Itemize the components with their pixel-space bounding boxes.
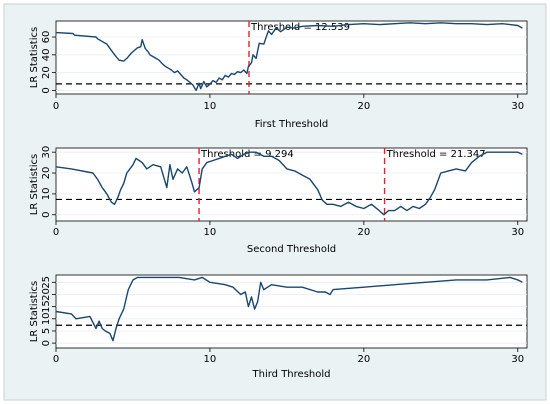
plot-area xyxy=(55,20,528,95)
threshold-label-2: Threshold = 21.347 xyxy=(386,149,486,160)
x-tick-label-0: 0 xyxy=(53,354,59,365)
y-tick-label-0: 0 xyxy=(41,87,52,93)
y-tick-label-0: 0 xyxy=(41,212,52,218)
y-tick-label-3: 60 xyxy=(41,31,52,44)
x-tick-label-3: 30 xyxy=(511,354,524,365)
y-tick-label-1: 20 xyxy=(41,66,52,79)
y-tick-label-3: 30 xyxy=(41,146,52,159)
y-axis-title: LR Statistics xyxy=(29,154,40,215)
x-tick-label-1: 10 xyxy=(204,101,217,112)
series-line-1 xyxy=(55,276,523,342)
y-tick-label-0: 0 xyxy=(41,340,52,346)
y-axis-title: LR Statistics xyxy=(29,27,40,88)
x-tick-label-2: 20 xyxy=(357,227,370,238)
x-tick-label-2: 20 xyxy=(357,354,370,365)
y-axis-title: LR Statistics xyxy=(29,281,40,342)
x-tick-label-1: 10 xyxy=(204,227,217,238)
x-tick-label-1: 10 xyxy=(204,354,217,365)
y-tick-label-2: 10 xyxy=(41,312,52,325)
x-tick-label-3: 30 xyxy=(511,101,524,112)
x-tick-label-3: 30 xyxy=(511,227,524,238)
y-tick-label-1: 5 xyxy=(41,328,52,334)
y-tick-label-2: 40 xyxy=(41,48,52,61)
y-tick-label-4: 20 xyxy=(41,288,52,301)
x-axis-title: Second Threshold xyxy=(247,244,336,255)
series-line-1 xyxy=(55,22,523,92)
threshold-label-1: Threshold = 9.294 xyxy=(200,149,294,160)
series-line-1 xyxy=(55,151,523,216)
y-tick-label-3: 15 xyxy=(41,300,52,313)
y-tick-label-1: 10 xyxy=(41,188,52,201)
x-tick-label-0: 0 xyxy=(53,227,59,238)
x-tick-label-2: 20 xyxy=(357,101,370,112)
x-tick-label-0: 0 xyxy=(53,101,59,112)
y-tick-label-2: 20 xyxy=(41,167,52,180)
plot-area xyxy=(55,274,528,349)
x-axis-title: First Threshold xyxy=(255,119,329,130)
y-tick-label-5: 25 xyxy=(41,276,52,289)
panel-2: Threshold = 9.294 Threshold = 21.347 0 10 20… xyxy=(29,146,528,255)
x-axis-title: Third Threshold xyxy=(252,369,331,380)
